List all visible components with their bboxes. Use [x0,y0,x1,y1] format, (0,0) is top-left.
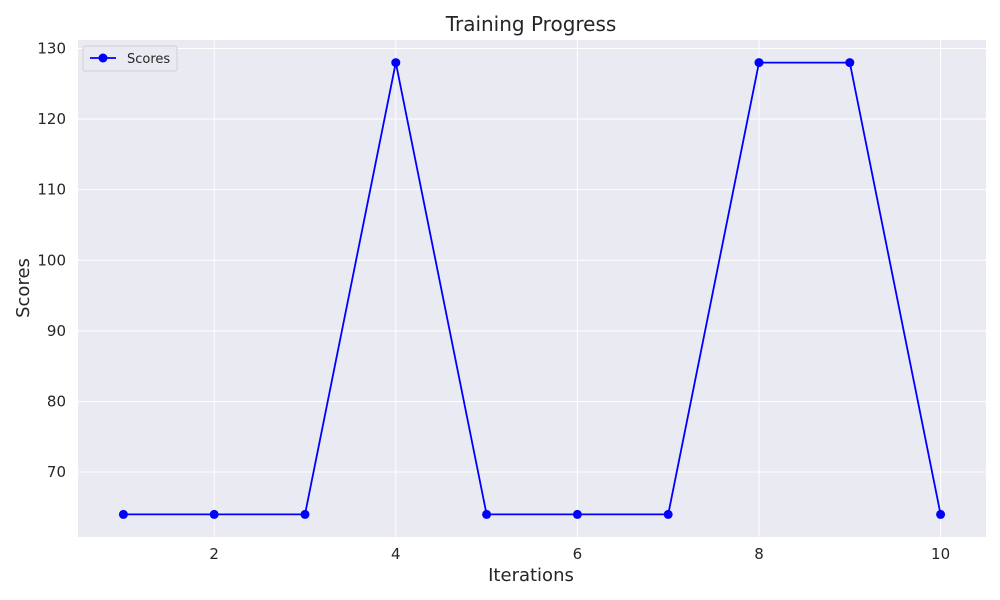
data-point [209,509,219,519]
x-axis-label: Iterations [488,565,574,586]
y-tick-label: 80 [47,392,66,410]
legend-box [82,45,178,72]
x-tick-label: 6 [573,545,583,563]
legend-label-scores: Scores [127,52,170,67]
legend: Scores [82,45,178,72]
data-series [118,58,946,519]
data-point [118,509,128,519]
x-tick-label: 8 [754,545,764,563]
y-axis-label: Scores [13,258,34,318]
x-tick-label: 4 [391,545,401,563]
plot-area [78,40,986,537]
data-point [845,58,855,68]
tick-labels: 2 4 6 8 10 70 80 90 100 110 120 130 [37,39,950,563]
data-point [391,58,401,68]
data-point [482,509,492,519]
data-point [663,509,673,519]
y-tick-label: 120 [37,110,66,128]
data-point [572,509,582,519]
data-point [300,509,310,519]
legend-marker [98,53,108,63]
y-tick-label: 110 [37,181,66,199]
y-tick-label: 90 [47,322,66,340]
x-tick-label: 2 [209,545,219,563]
grid-lines [78,40,986,537]
data-point [754,58,764,68]
y-tick-label: 130 [37,39,66,57]
chart-title: Training Progress [445,12,617,36]
data-point [936,509,946,519]
y-tick-label: 70 [47,463,66,481]
series-line-scores [123,61,942,516]
y-tick-label: 100 [37,251,66,269]
x-tick-label: 10 [931,545,950,563]
